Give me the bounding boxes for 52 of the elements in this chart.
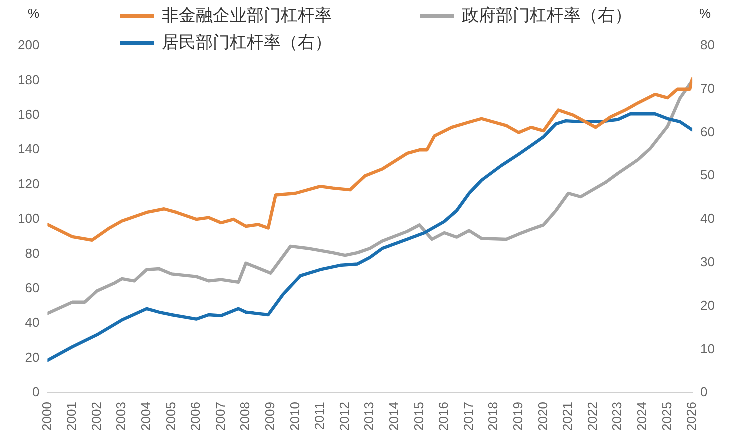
x-tick-label: 2005 bbox=[163, 402, 178, 431]
x-tick-label: 2021 bbox=[560, 402, 576, 431]
x-tick-label: 2013 bbox=[362, 402, 377, 431]
x-tick-label: 2003 bbox=[114, 402, 129, 431]
x-tick-label: 2008 bbox=[238, 402, 253, 431]
x-tick-label: 2024 bbox=[634, 402, 650, 431]
x-tick-label: 2011 bbox=[312, 402, 328, 430]
y-tick-label: 160 bbox=[18, 106, 40, 122]
y-tick-label: 140 bbox=[18, 142, 40, 157]
y-tick-label: 60 bbox=[25, 280, 40, 296]
legend-label: 居民部门杠杆率（右） bbox=[162, 32, 332, 54]
y-tick-label: 20 bbox=[25, 350, 40, 365]
y2-tick-label: 20 bbox=[700, 298, 716, 313]
y2-tick-label: 40 bbox=[700, 211, 716, 226]
x-tick-label: 2018 bbox=[486, 402, 501, 431]
legend-label: 非金融企业部门杠杆率 bbox=[162, 5, 332, 27]
x-tick-label: 2010 bbox=[287, 402, 302, 431]
y-tick-label: 120 bbox=[18, 176, 40, 192]
y-tick-label: 0 bbox=[32, 384, 40, 400]
y2-tick-label: 50 bbox=[700, 168, 716, 183]
x-tick-label: 2016 bbox=[436, 402, 452, 431]
x-tick-label: 2009 bbox=[262, 402, 278, 431]
x-tick-label: 2017 bbox=[460, 402, 476, 431]
y-tick-label: 100 bbox=[18, 211, 40, 226]
y2-tick-label: 0 bbox=[700, 384, 708, 400]
y2-tick-label: 30 bbox=[700, 254, 716, 270]
x-tick-label: 2000 bbox=[39, 402, 54, 431]
x-tick-label: 2004 bbox=[138, 402, 154, 431]
y-tick-label: 180 bbox=[18, 72, 40, 88]
x-tick-label: 2023 bbox=[610, 402, 625, 431]
x-tick-label: 2001 bbox=[64, 402, 80, 431]
x-tick-label: 2020 bbox=[535, 402, 550, 431]
x-tick-label: 2014 bbox=[386, 402, 402, 431]
legend-label: 政府部门杠杆率（右） bbox=[462, 5, 632, 27]
y-tick-label: 80 bbox=[25, 246, 40, 261]
y2-axis-title: % bbox=[699, 6, 711, 21]
x-tick-label: 2025 bbox=[659, 402, 674, 431]
y-axis-title: % bbox=[28, 6, 40, 21]
y2-tick-label: 10 bbox=[700, 341, 716, 356]
x-tick-label: 2019 bbox=[510, 402, 526, 431]
x-tick-label: 2006 bbox=[188, 402, 204, 431]
y-tick-label: 40 bbox=[25, 315, 40, 330]
x-tick-label: 2015 bbox=[411, 402, 426, 431]
x-tick-label: 2012 bbox=[336, 402, 352, 431]
y2-tick-label: 60 bbox=[700, 124, 716, 140]
y-tick-label: 200 bbox=[18, 38, 40, 53]
y2-tick-label: 70 bbox=[700, 80, 716, 96]
y2-tick-label: 80 bbox=[700, 38, 716, 53]
x-tick-label: 2002 bbox=[88, 402, 104, 431]
x-tick-label: 2026 bbox=[684, 402, 700, 431]
x-tick-label: 2022 bbox=[584, 402, 600, 431]
x-tick-label: 2007 bbox=[212, 402, 228, 431]
